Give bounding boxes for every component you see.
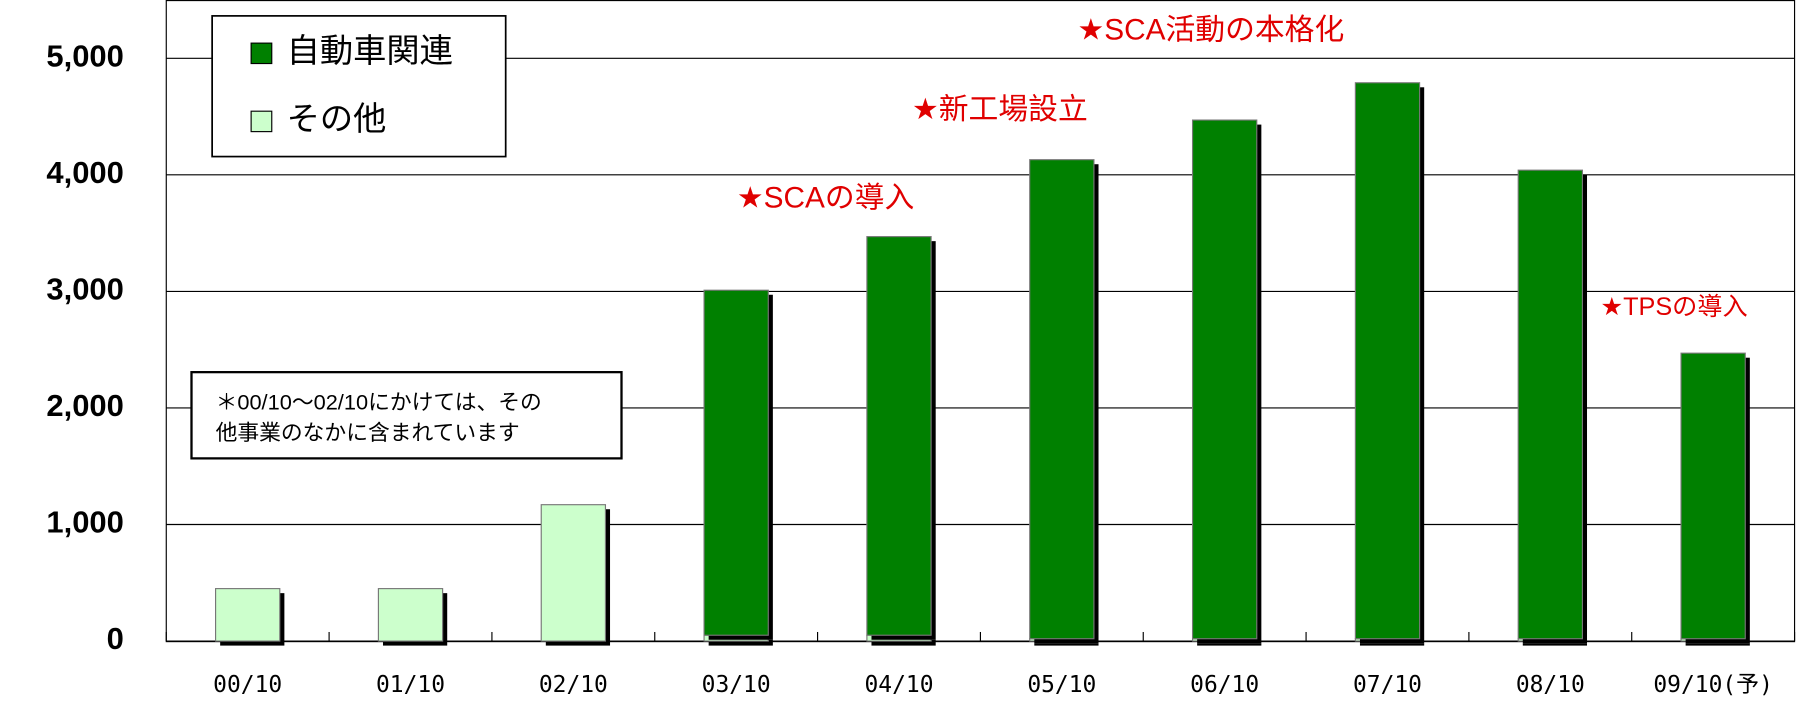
x-tick-label: 01/10 bbox=[376, 672, 445, 698]
y-tick-label: 0 bbox=[107, 621, 124, 656]
x-tick-label: 09/10(予) bbox=[1653, 672, 1773, 698]
bar bbox=[1517, 169, 1583, 640]
bar-shadow bbox=[1034, 643, 1099, 646]
bar bbox=[866, 236, 932, 636]
y-tick-label: 4,000 bbox=[46, 155, 123, 190]
legend-box bbox=[211, 15, 507, 158]
annotation: ★新工場設立 bbox=[912, 93, 1088, 126]
x-tick-label: 07/10 bbox=[1353, 672, 1422, 698]
bar-shadow bbox=[1522, 643, 1588, 646]
bar bbox=[215, 588, 281, 642]
bar bbox=[1680, 352, 1746, 640]
x-tick-label: 02/10 bbox=[539, 672, 608, 698]
bar-shadow bbox=[1685, 643, 1750, 646]
bar-shadow bbox=[1197, 643, 1262, 646]
bars bbox=[215, 82, 1750, 646]
legend-swatch bbox=[250, 110, 273, 133]
x-tick-label: 03/10 bbox=[702, 672, 771, 698]
legend-label: その他 bbox=[287, 101, 387, 138]
bar bbox=[377, 588, 444, 642]
legend-swatch bbox=[250, 42, 273, 65]
bar-shadow bbox=[708, 639, 773, 646]
bar bbox=[703, 289, 769, 636]
bar-shadow bbox=[1359, 643, 1425, 646]
note-line: 他事業のなかに含まれています bbox=[216, 420, 520, 445]
note-line: ＊00/10～02/10にかけては、その bbox=[216, 390, 542, 415]
bar-shadow bbox=[871, 639, 936, 646]
x-tick-label: 05/10 bbox=[1027, 672, 1096, 698]
y-tick-label: 3,000 bbox=[46, 272, 123, 307]
x-tick-label: 08/10 bbox=[1516, 672, 1585, 698]
bar bbox=[1191, 119, 1258, 640]
x-tick-label: 04/10 bbox=[865, 672, 934, 698]
y-tick-label: 2,000 bbox=[46, 388, 123, 423]
overlay: 0 1,000 2,000 3,000 4,000 5,000 00/10 01/10 02/1… bbox=[46, 14, 1772, 698]
annotation: ★SCA活動の本格化 bbox=[1078, 14, 1345, 47]
y-tick-label: 5,000 bbox=[46, 39, 123, 74]
y-tick-label: 1,000 bbox=[46, 505, 123, 540]
legend-label: 自動車関連 bbox=[287, 33, 453, 70]
annotation: ★SCAの導入 bbox=[737, 182, 914, 215]
bar bbox=[540, 504, 607, 642]
annotation: ★TPSの導入 bbox=[1601, 293, 1748, 321]
bar bbox=[1029, 159, 1095, 640]
note-box bbox=[190, 371, 623, 460]
x-tick-label: 00/10 bbox=[213, 672, 282, 698]
x-tick-label: 06/10 bbox=[1190, 672, 1259, 698]
bar bbox=[1354, 82, 1421, 640]
